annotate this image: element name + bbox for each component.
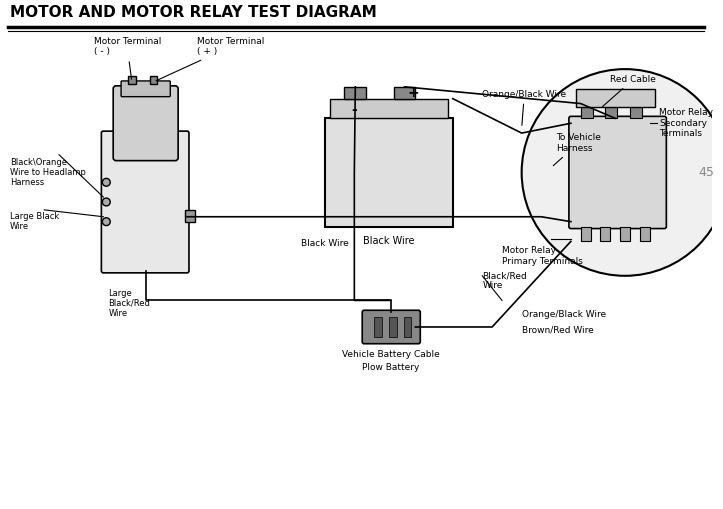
Bar — [581, 106, 593, 118]
Text: Black/Red
Wire: Black/Red Wire — [482, 271, 527, 291]
Bar — [620, 227, 630, 241]
Text: Orange/Black Wire: Orange/Black Wire — [522, 310, 606, 319]
Text: Black\Orange
Wire to Headlamp
Harness: Black\Orange Wire to Headlamp Harness — [10, 158, 86, 187]
Bar — [325, 118, 453, 227]
Text: Red Cable: Red Cable — [602, 75, 656, 106]
Bar — [581, 227, 591, 241]
Bar — [640, 227, 649, 241]
Text: Motor Relay
Primary Terminals: Motor Relay Primary Terminals — [502, 246, 583, 266]
FancyBboxPatch shape — [121, 81, 171, 97]
Text: +: + — [408, 86, 419, 100]
Text: Plow Battery: Plow Battery — [362, 363, 419, 373]
Circle shape — [522, 69, 723, 276]
Text: Large
Black/Red
Wire: Large Black/Red Wire — [108, 289, 150, 319]
Bar — [630, 106, 642, 118]
Text: Black Wire: Black Wire — [301, 239, 348, 248]
FancyBboxPatch shape — [362, 310, 420, 344]
Bar — [374, 317, 382, 337]
Text: -: - — [351, 103, 357, 118]
Bar — [605, 106, 617, 118]
Bar — [576, 89, 654, 106]
Bar — [330, 99, 448, 118]
Bar — [344, 87, 366, 99]
FancyBboxPatch shape — [114, 86, 178, 161]
Circle shape — [103, 218, 110, 225]
Bar — [185, 210, 195, 221]
Text: Large Black
Wire: Large Black Wire — [10, 212, 59, 231]
Text: Motor Terminal
( - ): Motor Terminal ( - ) — [93, 37, 161, 79]
Bar — [128, 76, 136, 84]
Bar — [389, 317, 397, 337]
Text: To Vehicle
Harness: To Vehicle Harness — [553, 133, 601, 166]
Text: Motor Terminal
( + ): Motor Terminal ( + ) — [156, 37, 264, 81]
Text: 45: 45 — [699, 166, 715, 179]
Circle shape — [103, 178, 110, 186]
FancyBboxPatch shape — [101, 131, 189, 273]
Bar — [600, 227, 610, 241]
Bar — [394, 87, 415, 99]
Text: Black Wire: Black Wire — [363, 237, 414, 246]
Text: Orange/Black Wire: Orange/Black Wire — [482, 90, 566, 125]
Text: Vehicle Battery Cable: Vehicle Battery Cable — [342, 350, 440, 359]
Text: Motor Relay
Secondary
Terminals: Motor Relay Secondary Terminals — [659, 108, 714, 138]
Bar — [150, 76, 158, 84]
Text: MOTOR AND MOTOR RELAY TEST DIAGRAM: MOTOR AND MOTOR RELAY TEST DIAGRAM — [10, 5, 377, 20]
FancyBboxPatch shape — [569, 117, 667, 229]
Text: Brown/Red Wire: Brown/Red Wire — [522, 325, 594, 334]
Circle shape — [103, 198, 110, 206]
Bar — [403, 317, 411, 337]
